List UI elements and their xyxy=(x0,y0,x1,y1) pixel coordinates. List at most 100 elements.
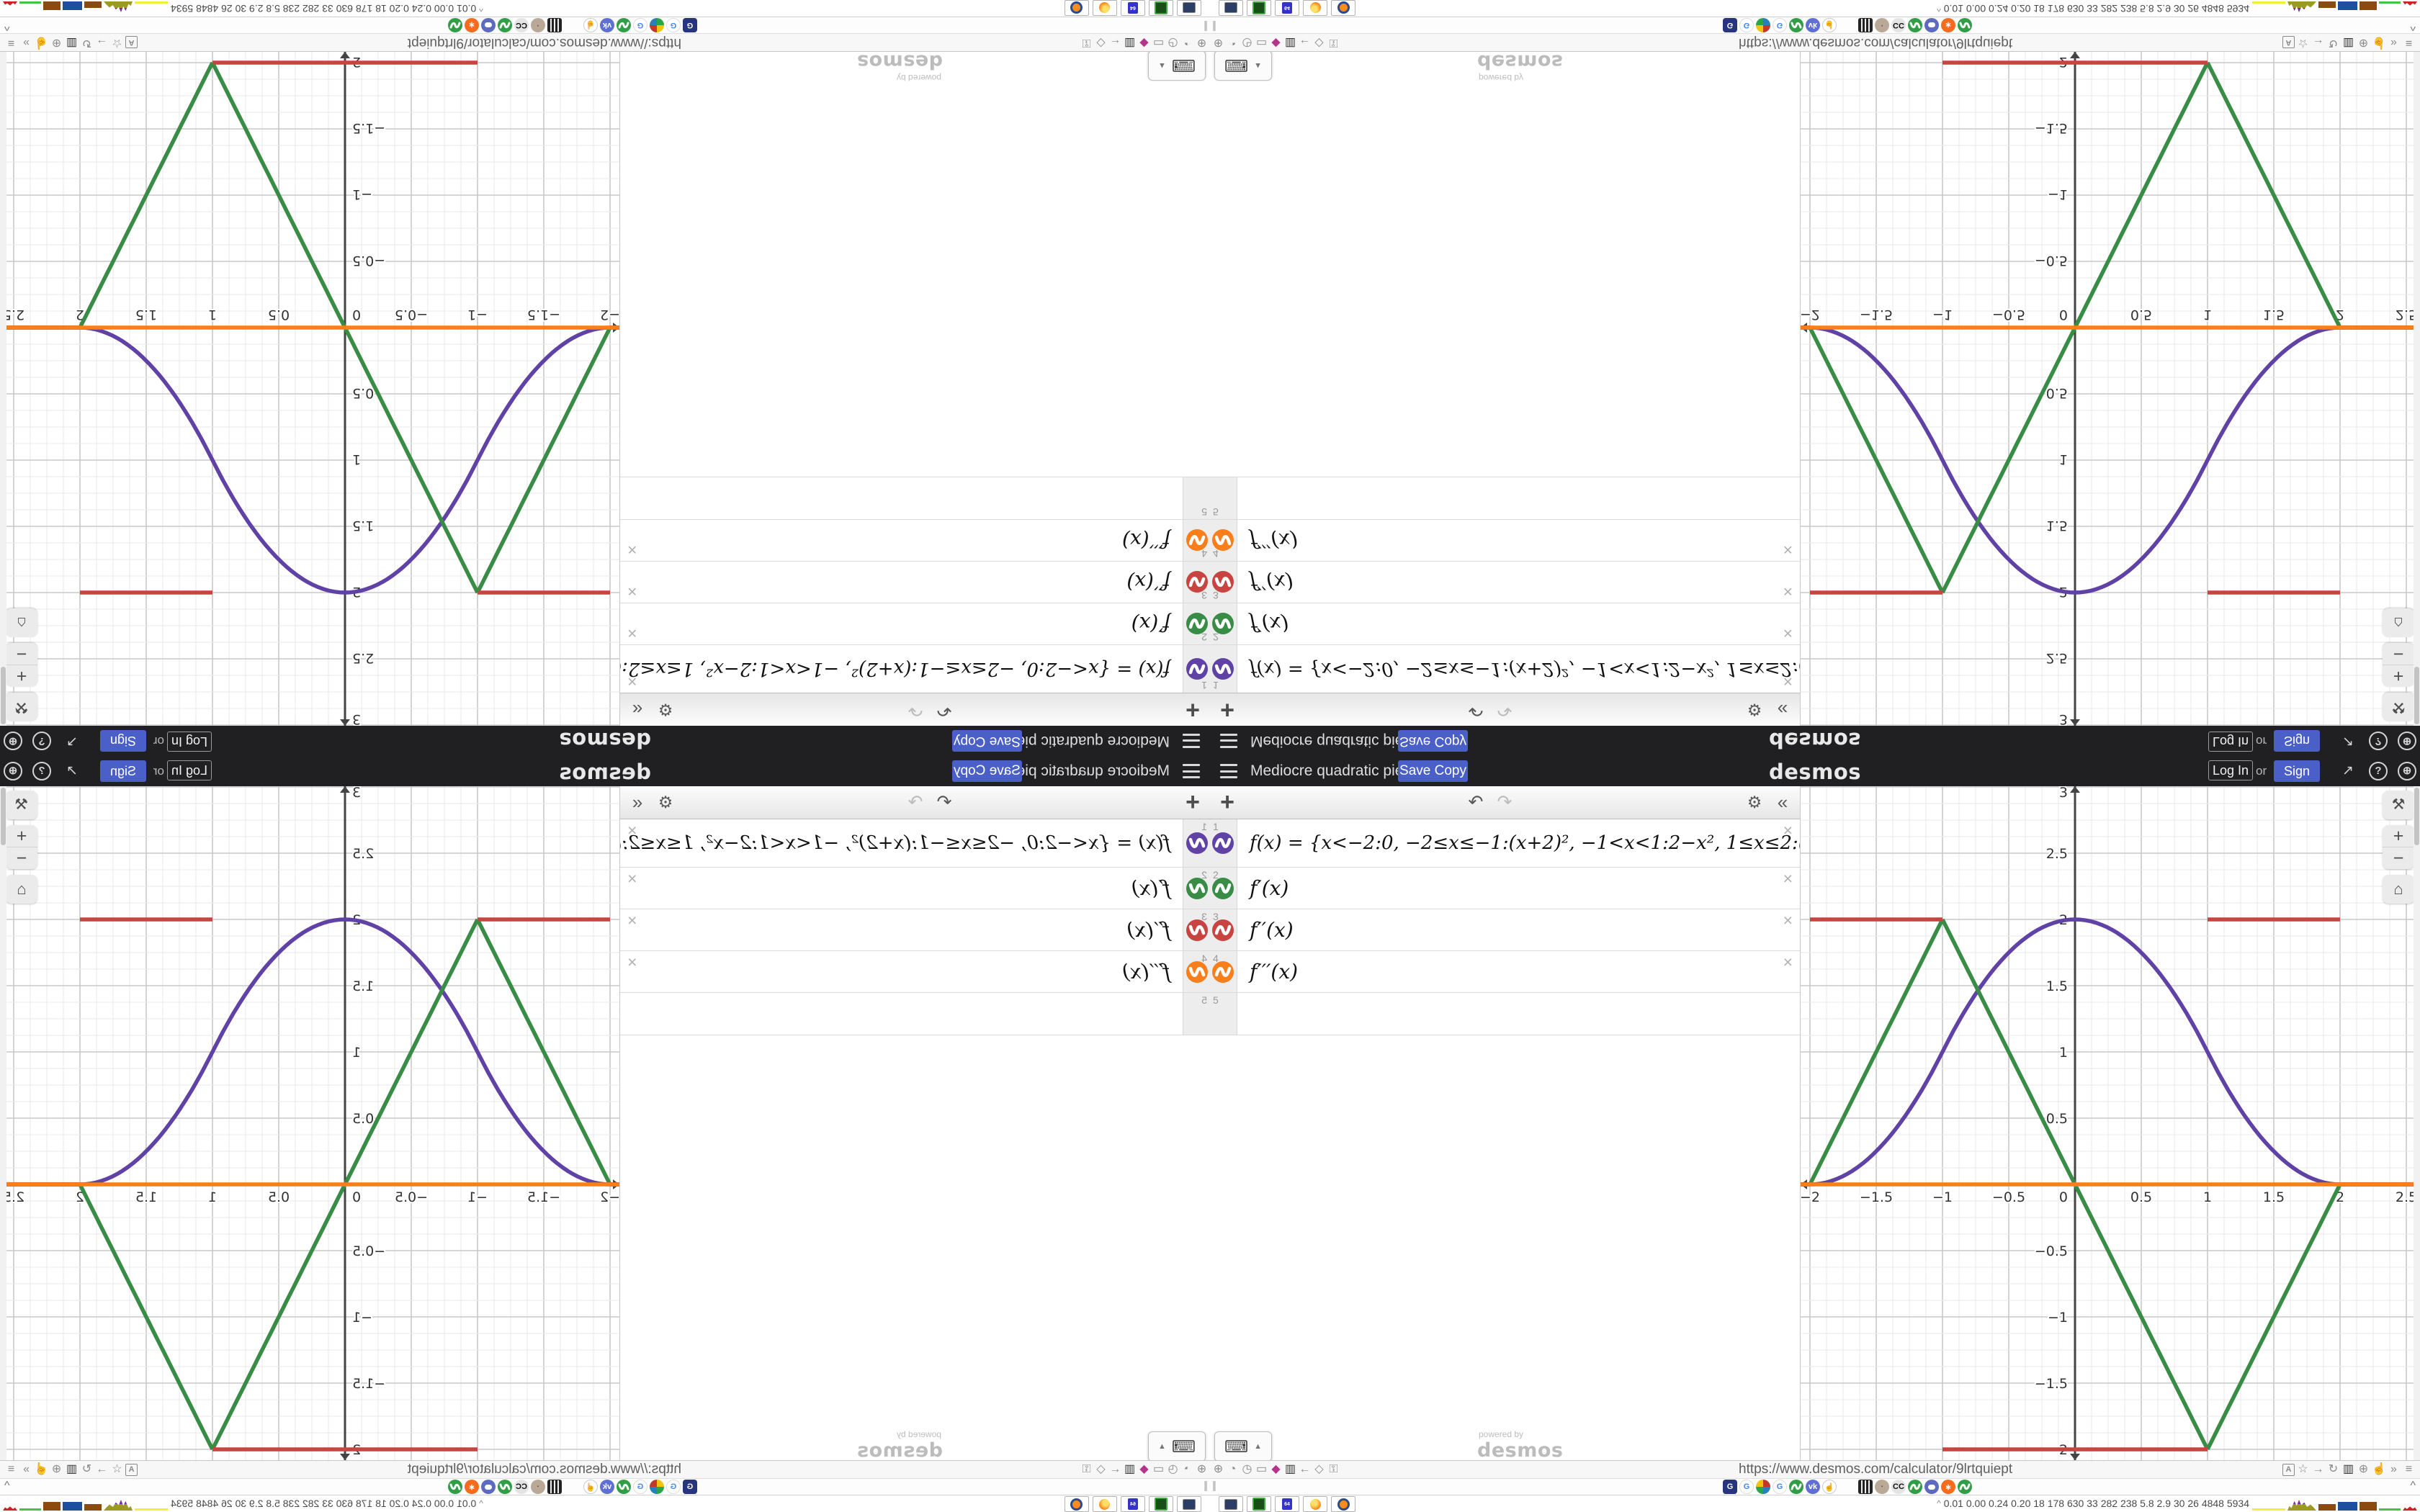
close-icon[interactable]: × xyxy=(1783,541,1793,559)
plot-visibility-icon[interactable] xyxy=(1186,919,1208,941)
globe-icon[interactable]: ⊕ xyxy=(1196,37,1207,49)
back-icon[interactable]: ← xyxy=(1299,1463,1311,1475)
history-clock-icon[interactable]: ◔ xyxy=(1183,1463,1191,1475)
default-zoom-home-button[interactable]: ⌂ xyxy=(6,875,37,904)
plot-visibility-icon[interactable] xyxy=(1186,960,1208,983)
app-recorder[interactable] xyxy=(1149,1496,1173,1512)
collapse-panel-icon[interactable]: « xyxy=(1777,699,1788,721)
translate-icon[interactable]: A xyxy=(2282,1463,2295,1476)
favicon-desmos-wave[interactable] xyxy=(1789,1480,1803,1494)
favicon-vk[interactable]: vk xyxy=(600,1480,614,1494)
translate-icon[interactable]: A xyxy=(125,1463,138,1476)
help-icon[interactable]: ? xyxy=(2369,732,2388,750)
collapse-panel-icon[interactable]: « xyxy=(1777,791,1788,813)
history-clock-icon[interactable]: ◔ xyxy=(1183,37,1191,49)
favicon-desmos-wave[interactable] xyxy=(617,1480,631,1494)
app-blender[interactable] xyxy=(1331,1496,1355,1512)
undo-icon[interactable]: ↶ xyxy=(1468,700,1484,720)
expression-latex[interactable]: f′′′(x) xyxy=(1250,528,1299,552)
trash-icon[interactable]: ▥ xyxy=(1284,37,1296,49)
expression-row-1[interactable]: 1 f(x) = {x<−2:0, −2≤x≤−1:(x+2)², −1<x<1… xyxy=(620,819,1210,868)
close-icon[interactable]: × xyxy=(627,582,637,601)
favicon-google-2[interactable]: G xyxy=(1773,18,1787,32)
expression-row-5-empty[interactable]: 5 xyxy=(1210,993,1800,1035)
app-firefox[interactable] xyxy=(1303,0,1327,16)
scrollbar[interactable] xyxy=(2414,52,2420,726)
pocket-thumb-icon[interactable]: ☝ xyxy=(34,1463,48,1475)
favicon-google[interactable]: G xyxy=(1739,1480,1754,1494)
app-screenshot[interactable] xyxy=(1219,1496,1243,1512)
app-save-64[interactable]: 64 xyxy=(1121,1496,1145,1512)
app-blender[interactable] xyxy=(1065,0,1089,16)
trash-icon[interactable]: ▥ xyxy=(1124,1463,1136,1475)
favicon-g-dark[interactable]: G xyxy=(683,18,697,32)
favicon-desmos-wave-2[interactable] xyxy=(498,1480,512,1494)
favicon-desmos-wave-3[interactable] xyxy=(1958,18,1972,32)
globe-icon[interactable]: ⊕ xyxy=(1196,1463,1207,1475)
default-zoom-home-button[interactable]: ⌂ xyxy=(6,608,37,637)
language-globe-icon[interactable]: ⊕ xyxy=(2398,762,2416,780)
zoom-in-button[interactable]: + xyxy=(6,665,37,687)
favicon-vk[interactable]: vk xyxy=(1806,1480,1820,1494)
help-icon[interactable]: ? xyxy=(32,732,51,750)
expression-latex[interactable]: f′′′(x) xyxy=(1121,528,1170,552)
plot-visibility-icon[interactable] xyxy=(1186,529,1208,552)
log-in-button[interactable]: Log In xyxy=(167,760,212,780)
bookmark-star-icon[interactable]: ☆ xyxy=(112,1463,122,1475)
expression-row-1[interactable]: 1 f(x) = {x<−2:0, −2≤x≤−1:(x+2)², −1<x<1… xyxy=(620,644,1210,693)
save-copy-button[interactable]: Save Copy xyxy=(1398,730,1468,752)
favicon-thumb[interactable]: ☝ xyxy=(1822,1480,1837,1494)
plot-visibility-icon[interactable] xyxy=(1212,571,1234,593)
expression-latex[interactable]: f′′(x) xyxy=(1250,570,1294,594)
close-icon[interactable]: × xyxy=(627,911,637,930)
favicon-desmos-wave-3[interactable] xyxy=(448,1480,462,1494)
log-in-button[interactable]: Log In xyxy=(167,732,212,752)
highlighter-icon[interactable]: ◆ xyxy=(1139,1463,1149,1475)
favicon-google-2[interactable]: G xyxy=(633,1480,647,1494)
favicon-thumb[interactable]: ☝ xyxy=(583,18,598,32)
expression-row-3[interactable]: 3 f′′(x) × xyxy=(1210,909,1800,951)
graph-canvas[interactable]: −2−1.5−1−0.50.511.522.5−2−1.5−1−0.50.511… xyxy=(0,52,619,726)
lock-icon[interactable]: ⚿ xyxy=(1082,37,1091,49)
highlighter-icon[interactable]: ◆ xyxy=(1139,37,1149,49)
favicon-desmos-wave-2[interactable] xyxy=(498,18,512,32)
expression-row-3[interactable]: 3 f′′(x) × xyxy=(620,561,1210,603)
log-in-button[interactable]: Log In xyxy=(2208,760,2253,780)
plot-visibility-icon[interactable] xyxy=(1212,613,1234,635)
expression-latex[interactable]: f(x) = {x<−2:0, −2≤x≤−1:(x+2)², −1<x<1:2… xyxy=(1250,832,1800,854)
menu-icon[interactable]: ≡ xyxy=(7,37,15,49)
app-save-64[interactable]: 64 xyxy=(1275,1496,1299,1512)
log-in-button[interactable]: Log In xyxy=(2208,732,2253,752)
app-screenshot[interactable] xyxy=(1219,0,1243,16)
favicon-cc[interactable]: CC xyxy=(514,1480,529,1494)
zoom-out-button[interactable]: − xyxy=(2393,848,2404,868)
share-icon[interactable]: ↗ xyxy=(2342,734,2354,749)
favicon-thumb[interactable]: ☝ xyxy=(1822,18,1837,32)
history-clock-icon[interactable]: ◔ xyxy=(1229,37,1237,49)
menu-hamburger-icon[interactable] xyxy=(1220,734,1237,748)
highlighter-icon[interactable]: ◆ xyxy=(1271,37,1281,49)
overflow-icon[interactable]: » xyxy=(23,1463,30,1475)
favicon-pie[interactable] xyxy=(650,1480,664,1494)
plot-visibility-icon[interactable] xyxy=(1212,960,1234,983)
favicon-raccoon[interactable]: ∙ xyxy=(1875,1480,1889,1494)
translate-icon[interactable]: A xyxy=(2282,36,2295,49)
expression-row-5-empty[interactable]: 5 xyxy=(620,993,1210,1035)
tray-expander-icon[interactable]: ^ xyxy=(4,20,10,32)
collapse-panel-icon[interactable]: « xyxy=(632,699,643,721)
favicon-desmos-wave-3[interactable] xyxy=(448,18,462,32)
expression-row-2[interactable]: 2 f′(x) × xyxy=(620,868,1210,909)
bookmark-star-icon[interactable]: ☆ xyxy=(112,37,122,49)
share-icon[interactable]: ↗ xyxy=(66,734,78,749)
favicon-chat[interactable] xyxy=(1924,1480,1939,1494)
menu-icon[interactable]: ≡ xyxy=(2405,37,2413,49)
close-icon[interactable]: × xyxy=(1783,911,1793,930)
forward-icon[interactable]: → xyxy=(96,37,108,49)
language-globe-icon[interactable]: ⊕ xyxy=(2398,732,2416,750)
expression-latex[interactable]: f′(x) xyxy=(1250,876,1289,900)
app-firefox[interactable] xyxy=(1093,1496,1117,1512)
container-trash-icon[interactable]: ▥ xyxy=(66,1463,78,1475)
app-recorder[interactable] xyxy=(1149,0,1173,16)
expression-row-3[interactable]: 3 f′′(x) × xyxy=(620,909,1210,951)
